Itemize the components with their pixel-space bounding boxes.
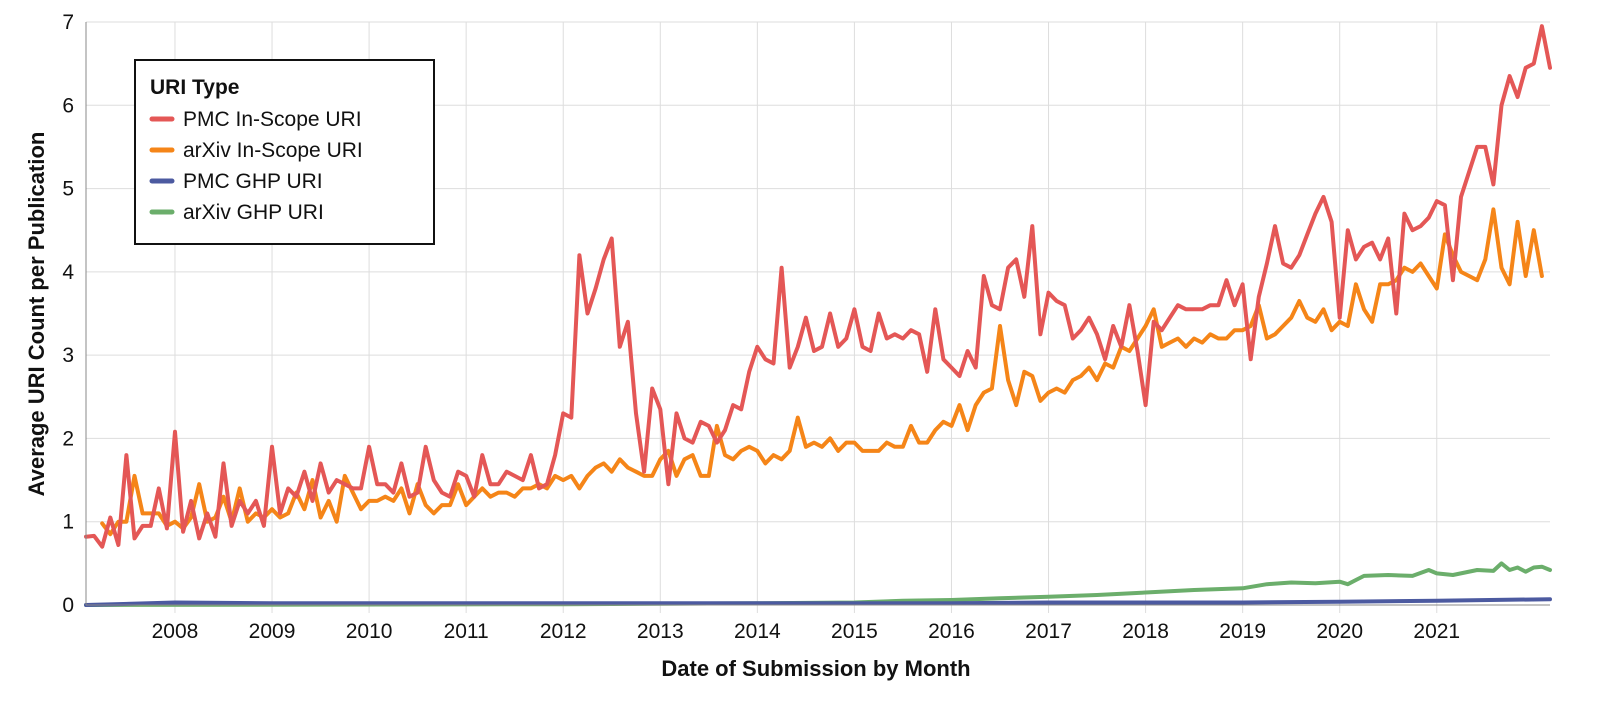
- y-tick-label: 3: [62, 344, 74, 367]
- y-tick-label: 5: [62, 178, 74, 201]
- series-line-pmc-ghp-uri: [84, 597, 1552, 607]
- series-line-pmc-in-scope-uri: [84, 24, 1552, 549]
- legend-label-arxiv-ghp-uri: arXiv GHP URI: [183, 201, 324, 224]
- y-tick-label: 1: [62, 511, 74, 534]
- x-tick-label: 2015: [831, 620, 878, 643]
- series-lines: [84, 24, 1552, 607]
- legend-label-pmc-ghp-uri: PMC GHP URI: [183, 170, 323, 193]
- x-tick-label: 2017: [1025, 620, 1072, 643]
- legend-box: [134, 59, 435, 245]
- legend: URI Type PMC In-Scope URI arXiv In-Scope …: [134, 59, 435, 245]
- legend-title: URI Type: [150, 76, 239, 99]
- x-tick-label: 2014: [734, 620, 781, 643]
- y-tick-label: 4: [62, 261, 74, 284]
- axes: [85, 22, 1550, 606]
- x-tick-label: 2011: [444, 620, 489, 643]
- y-axis-title: Average URI Count per Publication: [24, 132, 49, 497]
- x-tick-label: 2009: [249, 620, 296, 643]
- x-tick-label: 2018: [1122, 620, 1169, 643]
- series-line-arxiv-in-scope-uri: [100, 207, 1544, 537]
- x-tick-label: 2016: [928, 620, 975, 643]
- y-tick-label: 7: [62, 11, 74, 34]
- y-tick-label: 2: [62, 427, 74, 450]
- series-line-arxiv-ghp-uri: [84, 561, 1552, 607]
- x-tick-label: 2021: [1413, 620, 1460, 643]
- legend-items: PMC In-Scope URI arXiv In-Scope URI PMC GH…: [149, 108, 363, 224]
- y-tick-label: 0: [62, 594, 74, 617]
- x-tick-labels: 2008 2009 2010 2011 2012 2013 2014 2015 2016 2017…: [152, 620, 1461, 643]
- y-tick-labels: 0 1 2 3 4 5 6 7: [62, 11, 74, 617]
- legend-label-pmc-in-scope-uri: PMC In-Scope URI: [183, 108, 362, 131]
- x-tick-label: 2012: [540, 620, 587, 643]
- x-tick-label: 2010: [346, 620, 393, 643]
- x-tick-label: 2008: [152, 620, 199, 643]
- y-tick-label: 6: [62, 94, 74, 117]
- x-tick-label: 2020: [1316, 620, 1363, 643]
- legend-label-arxiv-in-scope-uri: arXiv In-Scope URI: [183, 139, 363, 162]
- x-tick-label: 2019: [1219, 620, 1266, 643]
- x-tick-label: 2013: [637, 620, 684, 643]
- x-axis-title: Date of Submission by Month: [661, 656, 970, 681]
